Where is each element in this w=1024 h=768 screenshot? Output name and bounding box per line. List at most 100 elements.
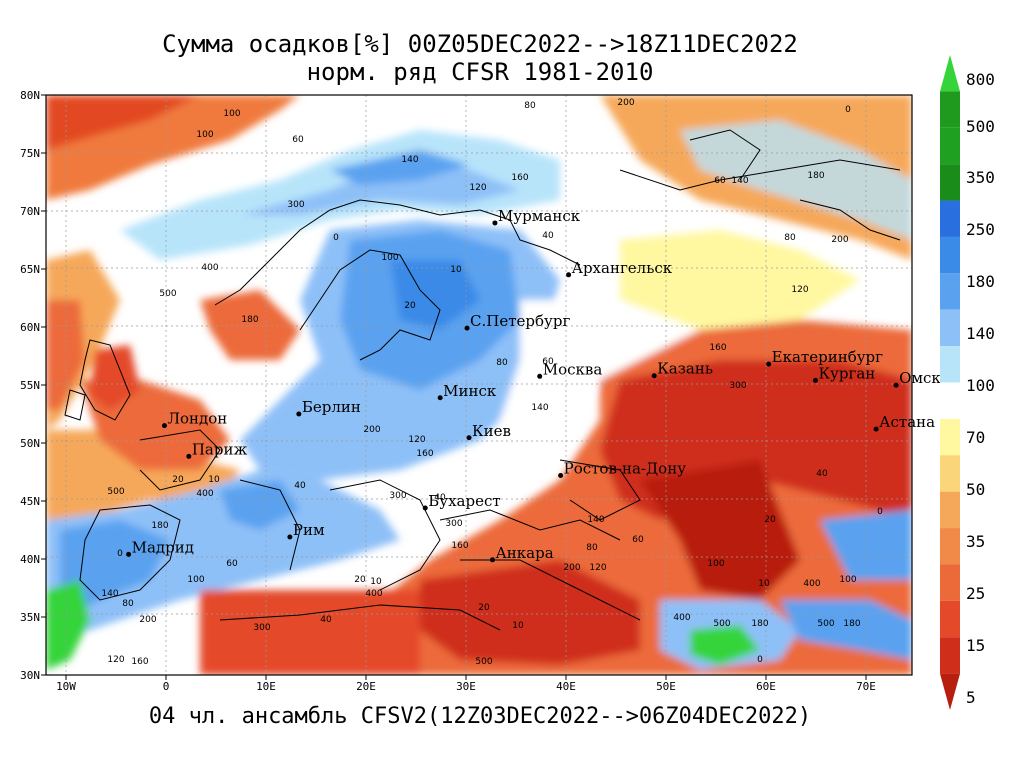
lon-label: 50E <box>656 680 676 693</box>
contour-label: 200 <box>831 235 848 245</box>
contour-label: 140 <box>101 589 118 599</box>
contour-label: 100 <box>223 109 240 119</box>
contour-label: 100 <box>381 253 398 263</box>
city-marker <box>492 220 498 226</box>
contour-label: 300 <box>389 491 406 501</box>
city-labels: Мурманск Архангельск С.Петербург Москва Каза… <box>126 207 941 563</box>
contour-label: 10 <box>370 577 382 587</box>
city-marker <box>566 272 572 278</box>
map-field <box>46 95 912 675</box>
contour-label: 20 <box>172 475 184 485</box>
contour-label: 160 <box>511 173 528 183</box>
coastlines <box>64 129 901 631</box>
city-name: Москва <box>543 360 603 378</box>
lon-label: 30E <box>456 680 476 693</box>
contour-label: 0 <box>845 105 851 115</box>
colorbar-swatch <box>940 309 960 347</box>
contour-label: 0 <box>877 507 883 517</box>
city-name: Омск <box>899 369 941 387</box>
contour-label: 400 <box>673 613 690 623</box>
contour-label: 160 <box>416 449 433 459</box>
city-marker <box>766 361 772 367</box>
contour-label: 300 <box>445 519 462 529</box>
contour-label: 500 <box>713 619 730 629</box>
contour-label: 20 <box>404 301 416 311</box>
contour-label: 20 <box>354 575 366 585</box>
contour-label: 140 <box>401 155 418 165</box>
lat-label: 65N <box>20 263 40 276</box>
city-marker <box>466 435 472 441</box>
lat-label: 75N <box>20 147 40 160</box>
contour-label: 200 <box>363 425 380 435</box>
city-name: Курган <box>818 364 875 382</box>
city-marker <box>464 325 470 331</box>
contour-label: 120 <box>469 183 486 193</box>
lat-label: 50N <box>20 437 40 450</box>
city-marker <box>558 472 564 478</box>
contour-label: 40 <box>816 469 828 479</box>
city-name: С.Петербург <box>470 312 570 330</box>
lat-label: 45N <box>20 495 40 508</box>
colorbar-swatch <box>940 528 960 565</box>
colorbar-label: 500 <box>966 117 995 136</box>
contour-label: 20 <box>764 515 776 525</box>
lon-label: 10W <box>56 680 76 693</box>
contour-label: 300 <box>729 381 746 391</box>
ensemble-footer: 04 чл. ансамбль CFSV2(12Z03DEC2022-->06Z… <box>148 704 812 729</box>
colorbar-swatch <box>940 455 960 492</box>
contour-label: 80 <box>784 233 796 243</box>
colorbar-label: 250 <box>966 220 995 239</box>
city-marker <box>537 373 543 379</box>
city-marker <box>296 411 302 417</box>
city-marker <box>437 395 443 401</box>
contour-label: 140 <box>531 403 548 413</box>
contour-label: 0 <box>757 655 763 665</box>
contour-label: 40 <box>294 481 306 491</box>
colorbar-label: 35 <box>966 532 986 551</box>
colorbar-swatch <box>940 600 960 638</box>
contour-label: 140 <box>731 176 748 186</box>
colorbar-swatch <box>940 673 960 710</box>
contour-label: 40 <box>542 231 554 241</box>
contour-label: 80 <box>122 599 134 609</box>
contour-label: 100 <box>187 575 204 585</box>
map-subtitle: норм. ряд CFSR 1981-2010 <box>306 58 654 86</box>
city-marker <box>651 373 657 379</box>
lat-label: 30N <box>20 669 40 682</box>
contour-label: 200 <box>617 98 634 108</box>
city-name: Берлин <box>302 398 361 416</box>
colorbar-swatch <box>940 127 960 165</box>
lat-label: 60N <box>20 321 40 334</box>
contour-label: 120 <box>791 285 808 295</box>
contour-label: 300 <box>287 200 304 210</box>
contour-label: 180 <box>241 315 258 325</box>
longitude-labels: 10W 0 10E 20E 30E 40E 50E 60E 70E <box>56 675 876 693</box>
colorbar-label: 5 <box>966 688 976 707</box>
colorbar-swatch <box>940 564 960 601</box>
lon-label: 40E <box>556 680 576 693</box>
lon-label: 0 <box>163 680 170 693</box>
city-name: Рим <box>293 521 325 539</box>
city-marker <box>186 453 192 459</box>
city-name: Лондон <box>167 410 227 428</box>
colorbar-swatch <box>940 273 960 310</box>
contour-label: 500 <box>475 657 492 667</box>
contour-label: 400 <box>803 579 820 589</box>
contour-label: 80 <box>524 101 536 111</box>
contour-label: 40 <box>320 615 332 625</box>
contour-label: 400 <box>365 589 382 599</box>
city-name: Киев <box>472 422 511 440</box>
colorbar-label: 100 <box>966 376 995 395</box>
contour-label: 80 <box>586 543 598 553</box>
contour-label: 100 <box>839 575 856 585</box>
lat-label: 70N <box>20 205 40 218</box>
colorbar-swatch <box>940 91 960 128</box>
contour-label: 500 <box>159 289 176 299</box>
colorbar-swatch <box>940 200 960 237</box>
contour-label: 120 <box>107 655 124 665</box>
contour-label: 0 <box>333 233 339 243</box>
city-marker <box>287 534 293 540</box>
colorbar-swatch <box>940 236 960 274</box>
